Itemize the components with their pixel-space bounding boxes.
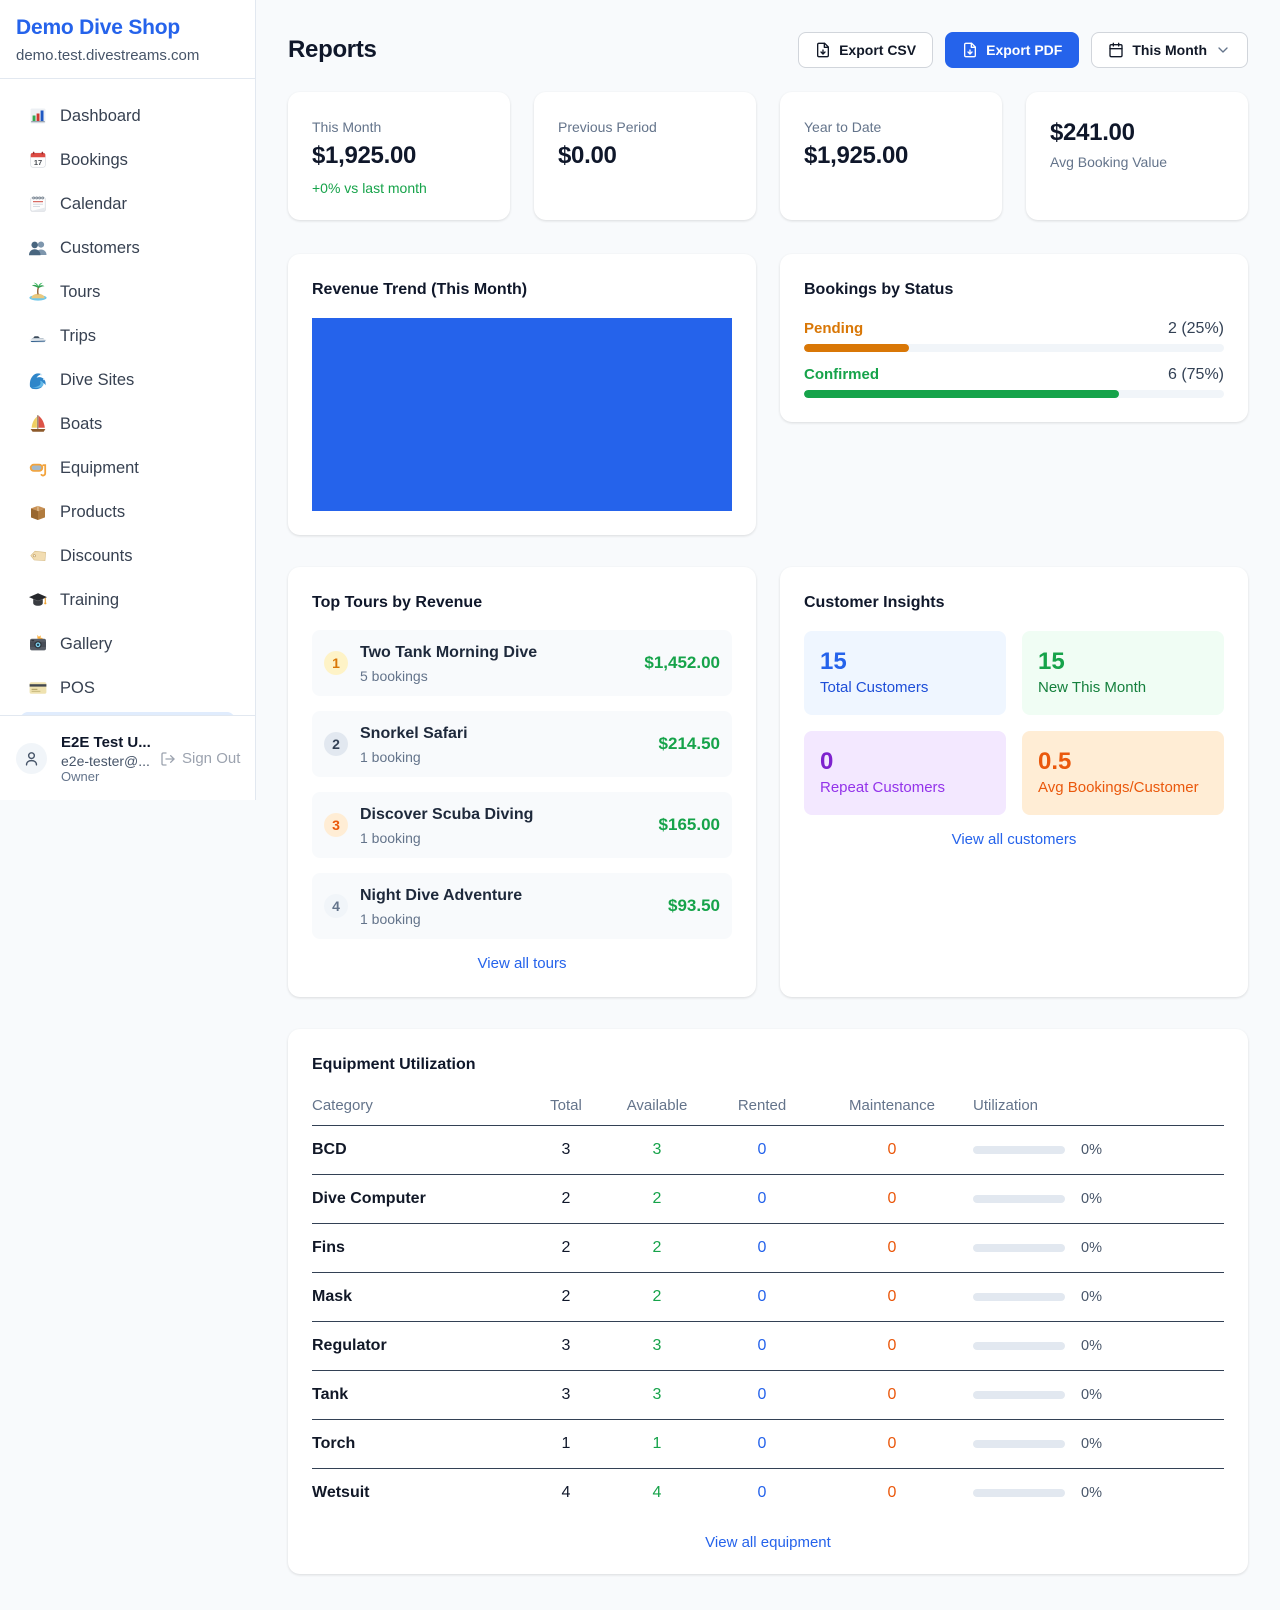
svg-text:17: 17	[34, 158, 42, 167]
